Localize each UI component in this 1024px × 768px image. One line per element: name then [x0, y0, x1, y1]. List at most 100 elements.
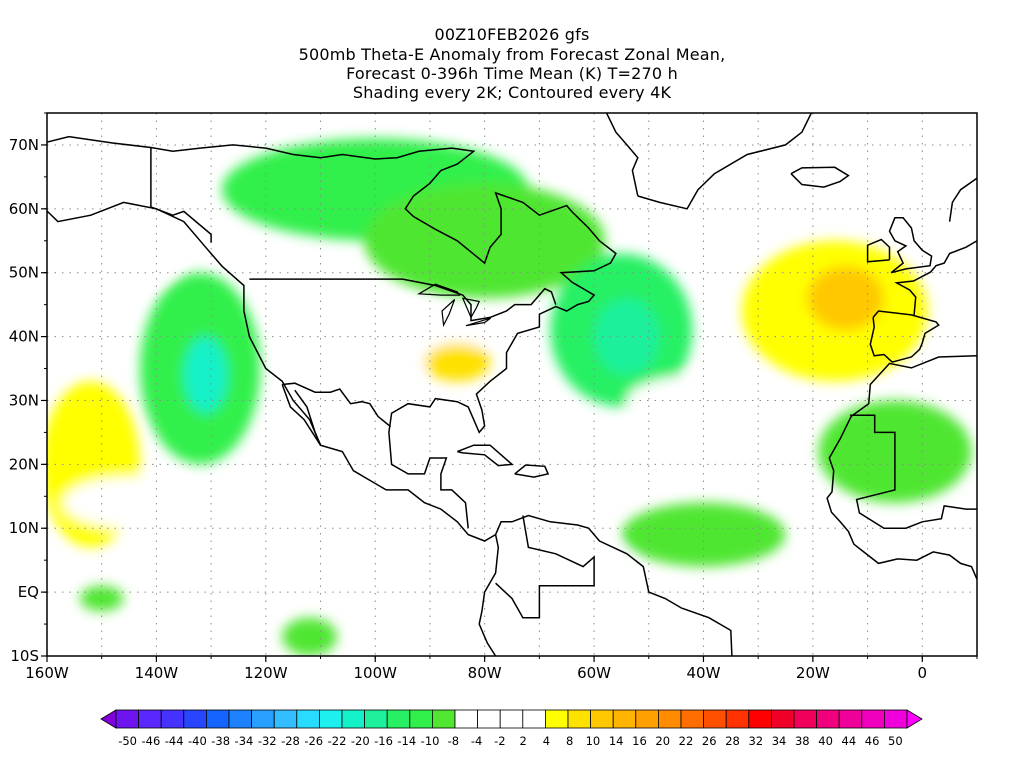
colorbar-swatch [816, 709, 840, 729]
great-lake-1 [441, 299, 456, 328]
colorbar-label: -26 [304, 734, 323, 748]
colorbar-label: -8 [448, 734, 459, 748]
colorbar-label: -34 [235, 734, 254, 748]
colorbar-label: 28 [725, 734, 740, 748]
colorbar-label: 32 [748, 734, 763, 748]
x-tick-label: 0 [918, 664, 928, 682]
colorbar-label: -50 [118, 734, 137, 748]
coastlines [47, 113, 977, 656]
colorbar-label: -28 [281, 734, 300, 748]
colorbar-label: -20 [351, 734, 370, 748]
y-tick-label: EQ [18, 583, 39, 601]
anomaly-region-13 [807, 266, 884, 331]
x-axis: 160W 140W 120W 100W 80W 60W 40W 20W 0 [25, 656, 978, 682]
colorbar-arrow-low [100, 709, 117, 729]
coastline-central-america-caribbean [47, 135, 617, 529]
y-tick-label: 50N [9, 264, 39, 282]
colorbar-swatch [725, 709, 750, 729]
colorbar-swatch [341, 709, 366, 729]
anomaly-region-10 [424, 342, 491, 382]
x-tick-label: 40W [687, 664, 721, 682]
colorbar-swatch [545, 709, 569, 729]
x-tick-label: 120W [244, 664, 288, 682]
plot-frame [46, 112, 978, 657]
great-lake-0 [416, 283, 461, 296]
colorbar-label: 34 [772, 734, 787, 748]
x-tick-label: 80W [468, 664, 502, 682]
colorbar-swatch [386, 709, 411, 729]
colorbar-swatch [183, 709, 207, 729]
colorbar-swatch [296, 709, 320, 729]
colorbar-swatch [205, 709, 230, 729]
anomaly-region-4 [183, 336, 228, 414]
title-line-3: Forecast 0-396h Time Mean (K) T=270 h [346, 64, 678, 83]
colorbar-swatch [612, 709, 637, 729]
x-tick-label: 140W [135, 664, 179, 682]
colorbar: -50 -46 -44 -40 -38 -34 -32 -28 -26 -22 -20 -16 -14-… [100, 709, 923, 748]
colorbar-swatch [228, 709, 253, 729]
colorbar-swatch [771, 709, 795, 729]
y-tick-label: 30N [9, 391, 39, 409]
colorbar-swatch [884, 709, 908, 729]
x-tick-label: 60W [577, 664, 611, 682]
colorbar-swatch [273, 709, 298, 729]
coastline-scandinavia [948, 113, 977, 222]
colorbar-swatch [431, 709, 456, 729]
colorbar-label: -22 [328, 734, 347, 748]
colorbar-label: 4 [543, 734, 550, 748]
colorbar-arrow-high [906, 709, 923, 729]
colorbar-swatch [409, 709, 433, 729]
colorbar-swatch [499, 709, 524, 729]
colorbar-label: 14 [609, 734, 624, 748]
anomaly-shading [47, 138, 972, 656]
colorbar-swatch [138, 709, 162, 729]
colorbar-label: -4 [471, 734, 482, 748]
anomaly-region-2 [63, 477, 195, 529]
colorbar-swatch [635, 709, 659, 729]
colorbar-label: 44 [842, 734, 857, 748]
coastline-caribbean-islands [457, 444, 514, 467]
colorbar-swatch [477, 709, 501, 729]
coastline-baja-california [281, 384, 322, 446]
colorbar-swatch [160, 709, 185, 729]
title-line-4: Shading every 2K; Contoured every 4K [352, 83, 672, 102]
colorbar-swatch [364, 709, 388, 729]
y-tick-label: 70N [9, 136, 39, 154]
colorbar-label: 46 [865, 734, 880, 748]
colorbar-label: -14 [397, 734, 416, 748]
colorbar-label: 26 [702, 734, 717, 748]
y-axis: 10S EQ 10N 20N 30N 40N 50N 60N 70N [9, 112, 47, 665]
colorbar-label: -44 [165, 734, 184, 748]
colorbar-label: 22 [679, 734, 694, 748]
colorbar-swatch [590, 709, 614, 729]
x-tick-label: 20W [796, 664, 830, 682]
x-tick-label: 100W [354, 664, 398, 682]
coastline-africa-borders [850, 414, 977, 529]
anomaly-region-19 [79, 585, 124, 612]
colorbar-label: 10 [586, 734, 601, 748]
anomaly-region-0 [47, 227, 179, 292]
coastline-south-america-borders [495, 515, 595, 619]
anomaly-region-15 [621, 502, 786, 567]
colorbar-swatch [522, 709, 546, 729]
great-lake-3 [465, 317, 492, 327]
colorbar-swatch [454, 709, 479, 729]
coastline-hispaniola [514, 464, 550, 478]
coastline-us-canada-border [249, 278, 557, 322]
y-tick-label: 20N [9, 455, 39, 473]
colorbar-swatch [680, 709, 705, 729]
colorbar-label: -2 [494, 734, 505, 748]
anomaly-region-14 [626, 374, 781, 427]
colorbar-swatch [318, 709, 343, 729]
coastline-south-america-west [478, 534, 500, 656]
colorbar-label: -10 [421, 734, 440, 748]
y-tick-label: 10S [10, 647, 39, 665]
colorbar-label: 8 [566, 734, 573, 748]
colorbar-label: 40 [818, 734, 833, 748]
colorbar-label: -32 [258, 734, 277, 748]
colorbar-label: -38 [211, 734, 230, 748]
y-tick-label: 60N [9, 200, 39, 218]
title-line-2: 500mb Theta-E Anomaly from Forecast Zona… [298, 45, 726, 64]
coastline-gulf-and-east-coast [494, 514, 733, 656]
